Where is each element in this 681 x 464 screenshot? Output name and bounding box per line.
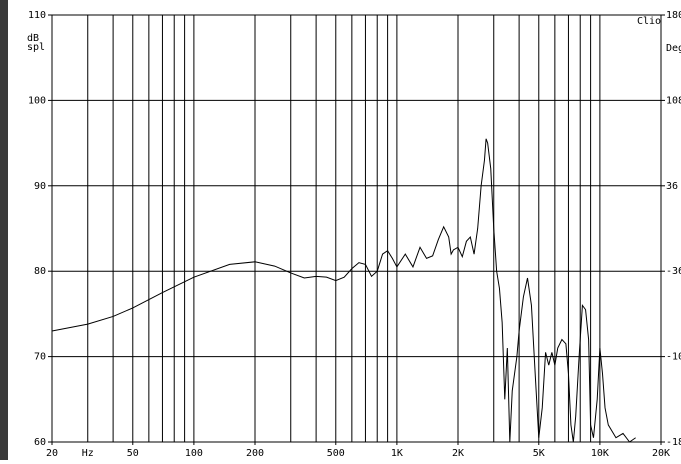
plot-area: [51, 14, 662, 443]
x-tick-label: 10K: [591, 448, 609, 459]
x-tick-label: 5K: [533, 448, 545, 459]
y-tick-label: 100: [28, 95, 46, 106]
y2-tick-label: 180: [666, 10, 681, 21]
window-edge: [0, 0, 8, 460]
y2-tick-label: -36: [666, 266, 681, 277]
x-tick-label: 20K: [652, 448, 670, 459]
y-axis-label: dB: [27, 33, 39, 44]
x-tick-label: 2K: [452, 448, 464, 459]
y2-tick-label: 108: [666, 95, 681, 106]
x-tick-label: 1K: [391, 448, 403, 459]
x-tick-label: 200: [246, 448, 264, 459]
x-tick-label: 100: [185, 448, 203, 459]
x-tick-label: 20: [46, 448, 58, 459]
brand: Clio: [637, 16, 661, 27]
y-tick-label: 110: [28, 10, 46, 21]
x-axis-label: Hz: [82, 448, 94, 459]
x-tick-label: 50: [127, 448, 139, 459]
y2-axis-label: Deg: [666, 43, 681, 54]
y-axis-label: spl: [27, 42, 45, 53]
response-curve: [51, 138, 636, 443]
y-tick-label: 90: [34, 181, 46, 192]
x-tick-label: 500: [327, 448, 345, 459]
y2-tick-label: -180: [666, 437, 681, 448]
y2-tick-label: -108: [666, 352, 681, 363]
y-tick-label: 60: [34, 437, 46, 448]
y-tick-label: 70: [34, 352, 46, 363]
y2-tick-label: 36: [666, 181, 678, 192]
y-tick-label: 80: [34, 266, 46, 277]
